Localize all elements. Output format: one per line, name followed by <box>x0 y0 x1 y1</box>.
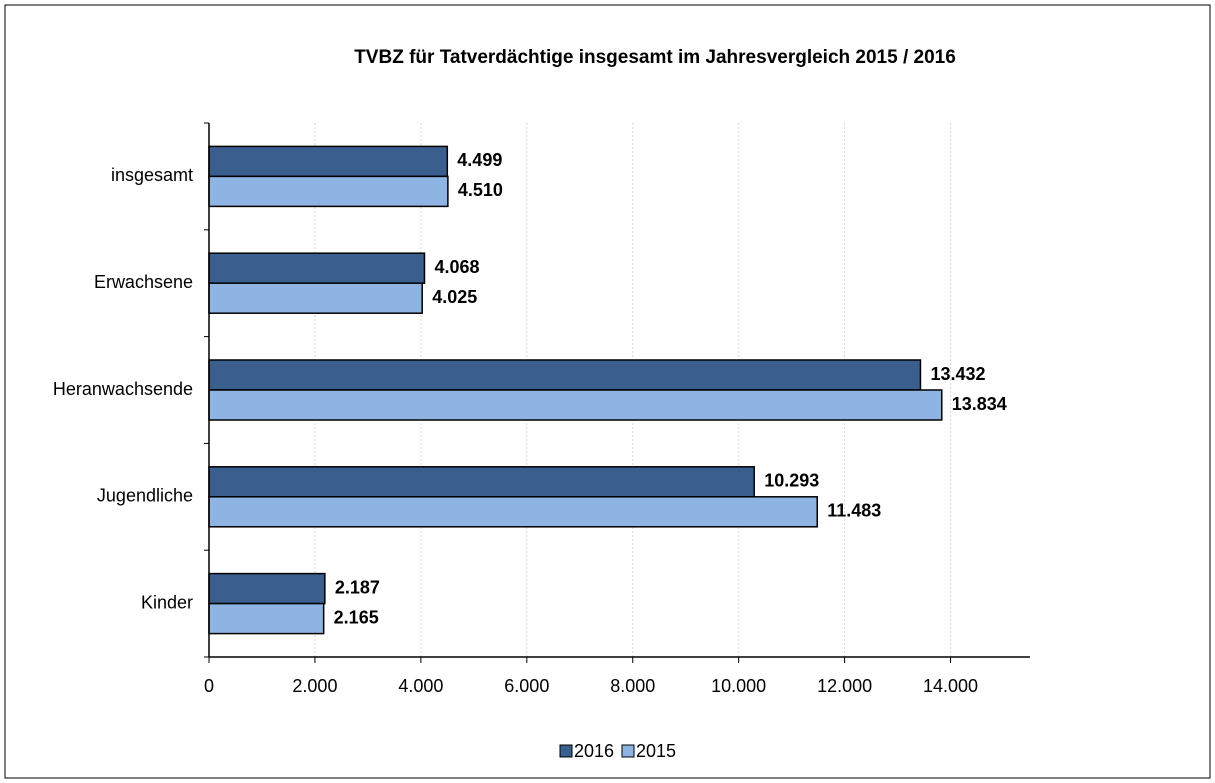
value-label: 4.025 <box>432 287 477 307</box>
value-label: 10.293 <box>764 471 819 491</box>
value-label: 4.068 <box>434 257 479 277</box>
y-tick-label: insgesamt <box>111 165 193 185</box>
x-tick-label: 2.000 <box>292 676 337 696</box>
y-tick-label: Jugendliche <box>97 486 193 506</box>
x-tick-label: 4.000 <box>398 676 443 696</box>
legend-swatch <box>559 744 573 758</box>
bar <box>208 282 423 314</box>
legend-label: 2016 <box>574 741 614 761</box>
y-tick-label: Kinder <box>141 592 193 612</box>
value-label: 13.834 <box>952 394 1007 414</box>
bar <box>208 496 818 528</box>
x-tick-label: 8.000 <box>610 676 655 696</box>
legend-label: 2015 <box>636 741 676 761</box>
legend-swatch <box>621 744 635 758</box>
x-tick-label: 6.000 <box>504 676 549 696</box>
x-tick-label: 10.000 <box>711 676 766 696</box>
bar <box>208 175 449 208</box>
bar <box>208 572 326 605</box>
value-label: 4.499 <box>457 150 502 170</box>
bar <box>208 145 449 178</box>
bar <box>208 359 922 391</box>
y-tick-label: Heranwachsende <box>53 379 193 399</box>
x-tick-label: 14.000 <box>923 676 978 696</box>
y-tick-label: Erwachsene <box>94 272 193 292</box>
value-label: 11.483 <box>827 501 881 521</box>
bar <box>208 252 426 284</box>
chart-title: TVBZ für Tatverdächtige insgesamt im Jah… <box>354 47 956 68</box>
value-label: 13.432 <box>930 364 985 384</box>
x-tick-label: 0 <box>204 676 214 696</box>
value-label: 2.187 <box>335 577 380 597</box>
x-tick-label: 12.000 <box>817 676 872 696</box>
bar <box>208 466 755 498</box>
value-label: 4.510 <box>458 180 503 200</box>
bar <box>208 602 325 635</box>
bar <box>208 389 943 421</box>
value-label: 2.165 <box>334 607 379 627</box>
